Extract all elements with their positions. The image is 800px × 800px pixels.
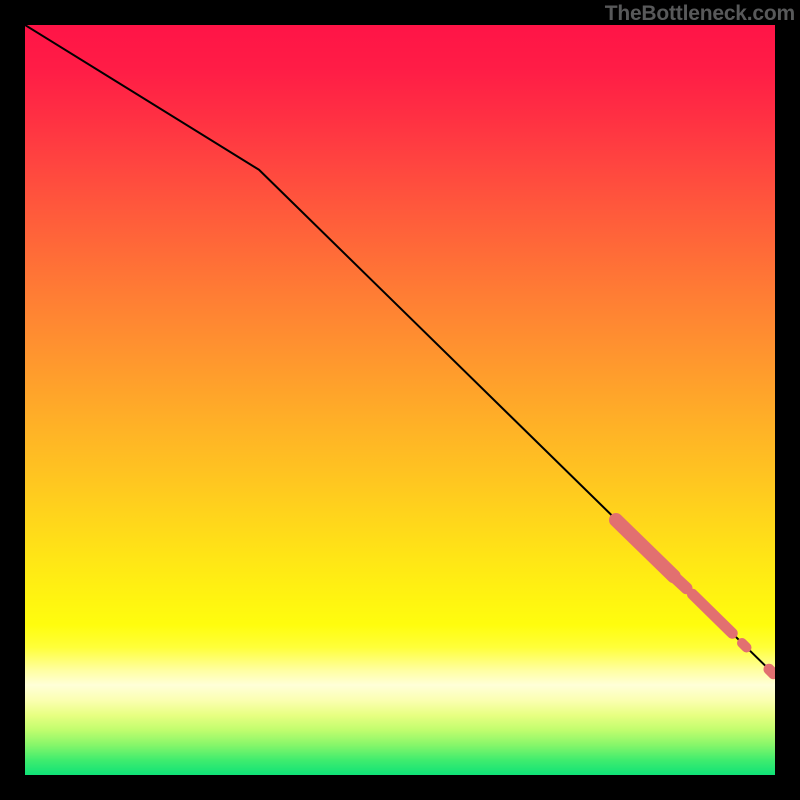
plot-area <box>25 25 775 775</box>
watermark-text: TheBottleneck.com <box>605 2 795 26</box>
chart-svg <box>25 25 775 775</box>
marker-run <box>676 579 687 589</box>
marker-run <box>742 643 747 648</box>
marker-run <box>769 669 774 674</box>
gradient-background <box>25 25 775 775</box>
